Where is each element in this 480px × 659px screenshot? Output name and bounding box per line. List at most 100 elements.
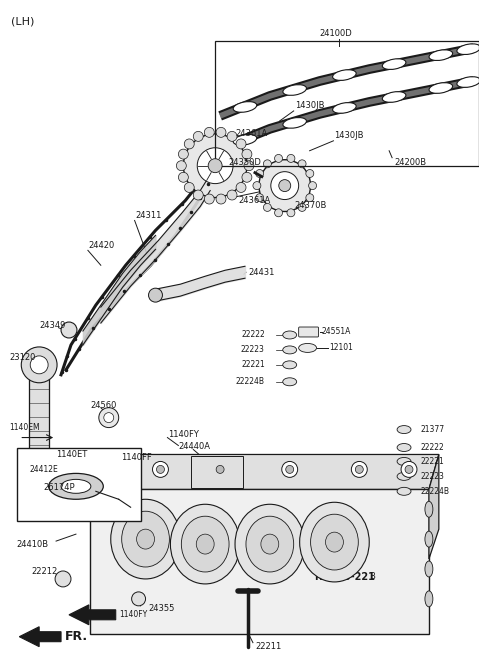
Ellipse shape — [283, 361, 297, 369]
Circle shape — [61, 322, 77, 338]
Text: 22222: 22222 — [241, 330, 265, 339]
Circle shape — [148, 288, 162, 302]
Ellipse shape — [397, 473, 411, 480]
Text: 1430JB: 1430JB — [335, 131, 364, 140]
Text: 24431: 24431 — [248, 268, 275, 277]
Ellipse shape — [311, 514, 358, 570]
Text: 22212: 22212 — [31, 567, 58, 577]
Ellipse shape — [122, 511, 169, 567]
Text: (LH): (LH) — [12, 16, 35, 26]
Text: B: B — [369, 573, 375, 581]
Ellipse shape — [283, 346, 297, 354]
Circle shape — [298, 204, 306, 212]
Circle shape — [405, 465, 413, 473]
Circle shape — [236, 139, 246, 149]
Text: 22224B: 22224B — [421, 487, 450, 496]
Ellipse shape — [457, 76, 480, 88]
Text: 24361A: 24361A — [238, 196, 270, 205]
FancyBboxPatch shape — [90, 489, 430, 634]
Circle shape — [306, 169, 314, 177]
Ellipse shape — [137, 529, 155, 549]
Circle shape — [306, 194, 314, 202]
Ellipse shape — [425, 561, 433, 577]
Circle shape — [204, 194, 214, 204]
Ellipse shape — [333, 70, 356, 80]
Circle shape — [204, 127, 214, 137]
Ellipse shape — [61, 479, 91, 494]
Ellipse shape — [233, 134, 257, 145]
Text: 1140FF: 1140FF — [120, 453, 152, 462]
FancyBboxPatch shape — [299, 327, 319, 337]
Circle shape — [104, 413, 114, 422]
Ellipse shape — [325, 532, 343, 552]
Text: 22222: 22222 — [421, 443, 444, 452]
Circle shape — [193, 190, 203, 200]
Text: 24361A: 24361A — [235, 129, 267, 138]
Circle shape — [298, 160, 306, 168]
Ellipse shape — [397, 444, 411, 451]
Text: 24350D: 24350D — [228, 158, 261, 167]
Circle shape — [309, 182, 316, 190]
Ellipse shape — [181, 516, 229, 572]
Ellipse shape — [457, 44, 480, 55]
Text: 24560: 24560 — [91, 401, 117, 410]
Text: 22224B: 22224B — [236, 378, 265, 386]
Circle shape — [282, 461, 298, 477]
Text: 1140FY: 1140FY — [119, 610, 147, 619]
Circle shape — [197, 148, 233, 184]
Ellipse shape — [397, 488, 411, 496]
Circle shape — [216, 465, 224, 473]
Polygon shape — [429, 455, 439, 559]
Circle shape — [184, 183, 194, 192]
Ellipse shape — [283, 117, 306, 129]
Circle shape — [256, 194, 264, 202]
Circle shape — [156, 465, 165, 473]
Text: 24370B: 24370B — [295, 201, 327, 210]
Circle shape — [176, 161, 186, 171]
Bar — [215, 42, 479, 165]
Text: 22221: 22221 — [421, 457, 444, 466]
Ellipse shape — [261, 534, 279, 554]
Circle shape — [256, 169, 264, 177]
Text: 22221: 22221 — [241, 360, 265, 369]
Text: 24311: 24311 — [136, 211, 162, 220]
Circle shape — [253, 182, 261, 190]
FancyBboxPatch shape — [17, 447, 141, 521]
Ellipse shape — [235, 504, 305, 584]
Text: 24412E: 24412E — [29, 465, 58, 474]
Text: 1140EM: 1140EM — [9, 423, 40, 432]
Ellipse shape — [425, 501, 433, 517]
Ellipse shape — [170, 504, 240, 584]
Text: 24355: 24355 — [148, 604, 175, 614]
Polygon shape — [91, 455, 439, 490]
Circle shape — [216, 194, 226, 204]
Ellipse shape — [300, 502, 369, 582]
Circle shape — [21, 347, 57, 383]
Circle shape — [153, 461, 168, 477]
Circle shape — [179, 172, 188, 183]
Text: FR.: FR. — [65, 630, 88, 643]
Ellipse shape — [246, 516, 294, 572]
Circle shape — [275, 209, 283, 217]
Ellipse shape — [333, 103, 356, 113]
Ellipse shape — [299, 343, 316, 353]
Circle shape — [275, 154, 283, 162]
Ellipse shape — [233, 101, 257, 112]
Ellipse shape — [425, 591, 433, 607]
Ellipse shape — [111, 500, 180, 579]
Circle shape — [264, 160, 271, 168]
Text: 24440A: 24440A — [179, 442, 210, 451]
Circle shape — [193, 131, 203, 141]
Text: 21377: 21377 — [421, 425, 445, 434]
Circle shape — [216, 127, 226, 137]
Ellipse shape — [383, 92, 406, 102]
Circle shape — [227, 190, 237, 200]
Circle shape — [242, 172, 252, 183]
Ellipse shape — [283, 331, 297, 339]
Text: 1140FY: 1140FY — [168, 430, 199, 439]
Circle shape — [351, 461, 367, 477]
Ellipse shape — [196, 534, 214, 554]
Ellipse shape — [429, 82, 453, 94]
Polygon shape — [19, 627, 61, 646]
FancyBboxPatch shape — [192, 457, 243, 488]
